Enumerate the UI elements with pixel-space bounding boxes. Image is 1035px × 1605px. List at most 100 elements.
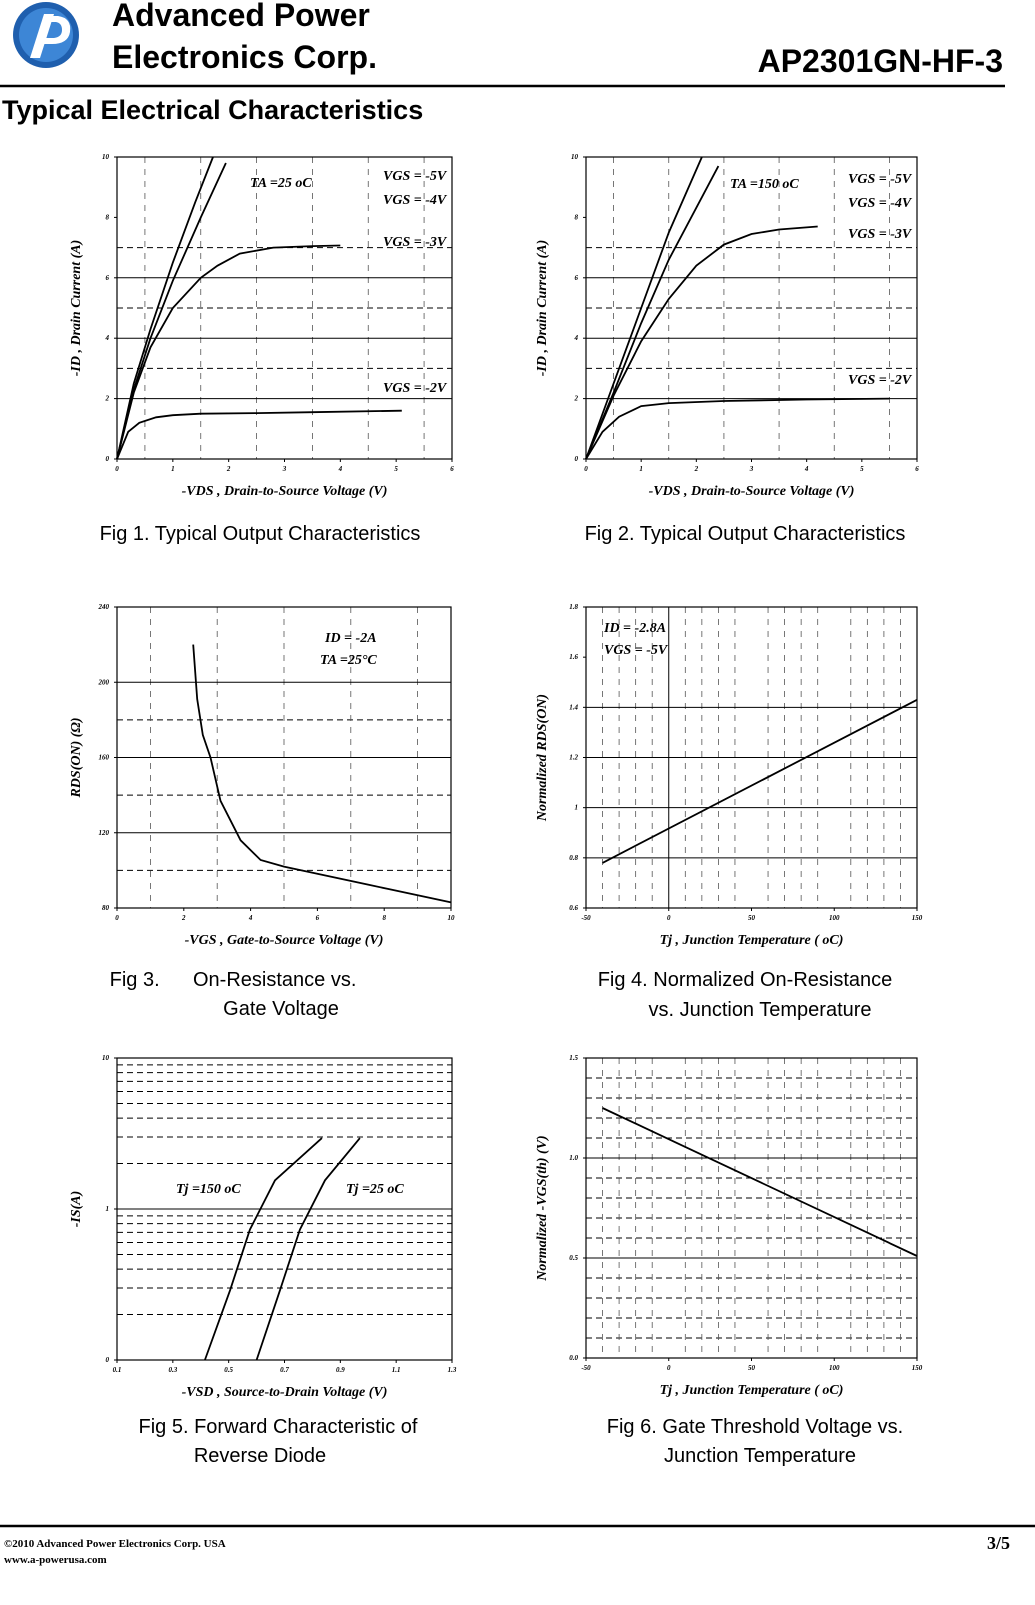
company-name: Electronics Corp. bbox=[112, 39, 377, 75]
y-tick-label: 0.8 bbox=[569, 854, 578, 862]
x-tick-label: 100 bbox=[829, 1364, 840, 1372]
y-tick-label: 0.6 bbox=[569, 904, 578, 912]
y-tick-label: 10 bbox=[102, 1054, 110, 1062]
series-label: VGS = -2V bbox=[383, 381, 448, 396]
x-tick-label: 150 bbox=[912, 1364, 923, 1372]
x-tick-label: -50 bbox=[581, 1364, 591, 1372]
x-axis-label: Tj , Junction Temperature ( oC) bbox=[660, 1383, 844, 1398]
x-tick-label: 0.5 bbox=[224, 1366, 233, 1374]
x-tick-label: 0 bbox=[667, 1364, 671, 1372]
series-label: VGS = -4V bbox=[383, 193, 448, 208]
series-label: VGS = -5V bbox=[848, 172, 913, 187]
data-line bbox=[116, 409, 402, 460]
series-label: VGS = -3V bbox=[848, 227, 913, 242]
x-tick-label: 6 bbox=[316, 914, 320, 922]
y-tick-label: 0 bbox=[575, 455, 579, 463]
data-line bbox=[585, 397, 890, 460]
y-tick-label: 1.6 bbox=[569, 653, 578, 661]
annotation: TA =25 oC bbox=[250, 176, 312, 191]
y-tick-label: 1.2 bbox=[569, 754, 578, 762]
y-tick-label: 0.0 bbox=[569, 1354, 578, 1362]
x-axis-label: Tj , Junction Temperature ( oC) bbox=[660, 933, 844, 948]
y-tick-label: 2 bbox=[105, 395, 110, 403]
y-tick-label: 10 bbox=[102, 153, 110, 161]
y-axis-label: -ID , Drain Current (A) bbox=[69, 240, 84, 377]
x-axis-label: -VSD , Source-to-Drain Voltage (V) bbox=[182, 1385, 388, 1400]
data-line bbox=[585, 156, 703, 460]
y-tick-label: 0.5 bbox=[569, 1254, 578, 1262]
y-axis-label: -ID , Drain Current (A) bbox=[535, 240, 550, 377]
x-tick-label: 8 bbox=[382, 914, 386, 922]
series-label: Tj =25 oC bbox=[346, 1182, 404, 1197]
figure-caption: vs. Junction Temperature bbox=[648, 999, 871, 1021]
x-tick-label: 0.3 bbox=[168, 1366, 177, 1374]
y-axis-label: RDS(ON) (Ω) bbox=[69, 717, 84, 798]
company-name: Advanced Power bbox=[112, 0, 370, 33]
x-tick-label: 2 bbox=[694, 465, 699, 473]
y-tick-label: 1.0 bbox=[569, 1154, 578, 1162]
plot-area bbox=[586, 1058, 917, 1358]
logo bbox=[13, 2, 79, 68]
x-tick-label: 0.7 bbox=[280, 1366, 289, 1374]
x-tick-label: 2 bbox=[226, 465, 231, 473]
data-line bbox=[116, 244, 341, 460]
data-line bbox=[116, 156, 214, 460]
x-tick-label: 1.1 bbox=[392, 1366, 401, 1374]
series-label: VGS = -4V bbox=[848, 196, 913, 211]
x-tick-label: 4 bbox=[804, 465, 809, 473]
y-tick-label: 8 bbox=[106, 213, 110, 221]
annotation: TA =150 oC bbox=[730, 177, 799, 192]
figure-caption: Fig 4. Normalized On-Resistance bbox=[598, 969, 893, 991]
data-line bbox=[602, 699, 918, 864]
data-line bbox=[585, 225, 818, 460]
data-line bbox=[204, 1137, 323, 1361]
y-tick-label: 0 bbox=[106, 1356, 110, 1364]
chart: 0.6 0.8 1 1.2 1.4 1.6 1.8 -50 0 50 100 150 ID = -2.8… bbox=[535, 603, 923, 1021]
x-tick-label: 1 bbox=[171, 465, 175, 473]
x-tick-label: 100 bbox=[829, 914, 840, 922]
x-tick-label: 4 bbox=[248, 914, 253, 922]
series-label: VGS = -2V bbox=[848, 373, 913, 388]
chart: 80 120 160 200 240 0 2 4 6 8 10 ID = -2A TA =25°C -VG… bbox=[69, 603, 455, 1020]
y-tick-label: 1.8 bbox=[569, 603, 578, 611]
y-axis-label: Normalized RDS(ON) bbox=[535, 694, 550, 822]
x-tick-label: 3 bbox=[749, 465, 754, 473]
data-line bbox=[192, 644, 452, 904]
x-tick-label: 0 bbox=[115, 465, 119, 473]
y-tick-label: 4 bbox=[574, 334, 579, 342]
x-tick-label: -50 bbox=[581, 914, 591, 922]
x-tick-label: 50 bbox=[748, 914, 756, 922]
figure-caption: Fig 1. Typical Output Characteristics bbox=[100, 523, 421, 545]
x-tick-label: 0 bbox=[115, 914, 119, 922]
figure-caption: Fig 3. On-Resistance vs. bbox=[110, 969, 357, 991]
y-tick-label: 4 bbox=[105, 334, 110, 342]
x-tick-label: 0.1 bbox=[113, 1366, 122, 1374]
y-tick-label: 10 bbox=[571, 153, 579, 161]
x-tick-label: 6 bbox=[915, 465, 919, 473]
x-tick-label: 5 bbox=[860, 465, 864, 473]
series-label: Tj =150 oC bbox=[176, 1182, 241, 1197]
y-tick-label: 160 bbox=[99, 754, 110, 762]
y-axis-label: -IS(A) bbox=[69, 1191, 84, 1228]
annotation: ID = -2A bbox=[324, 631, 377, 646]
figure-caption: Junction Temperature bbox=[664, 1445, 856, 1467]
figure-caption: Fig 2. Typical Output Characteristics bbox=[585, 523, 906, 545]
y-tick-label: 6 bbox=[575, 274, 579, 282]
x-axis-label: -VGS , Gate-to-Source Voltage (V) bbox=[185, 933, 384, 948]
y-tick-label: 1 bbox=[106, 1205, 110, 1213]
x-tick-label: 6 bbox=[450, 465, 454, 473]
figure-caption: Fig 5. Forward Characteristic of bbox=[139, 1416, 418, 1438]
y-tick-label: 80 bbox=[102, 904, 110, 912]
chart: 0.0 0.5 1.0 1.5 -50 0 50 100 150 Tj , Junction Te… bbox=[535, 1054, 923, 1467]
y-tick-label: 0 bbox=[106, 455, 110, 463]
figure-caption: Fig 6. Gate Threshold Voltage vs. bbox=[607, 1416, 903, 1438]
chart: 0 2 4 6 8 10 0 1 2 3 4 5 6 VGS = -5V VGS = -4V VGS = -3… bbox=[535, 153, 919, 545]
data-line bbox=[255, 1137, 361, 1361]
y-tick-label: 1 bbox=[575, 804, 579, 812]
annotation: ID = -2.8A bbox=[603, 621, 666, 636]
y-tick-label: 120 bbox=[99, 829, 110, 837]
x-tick-label: 0 bbox=[667, 914, 671, 922]
x-tick-label: 4 bbox=[338, 465, 343, 473]
x-tick-label: 0 bbox=[584, 465, 588, 473]
